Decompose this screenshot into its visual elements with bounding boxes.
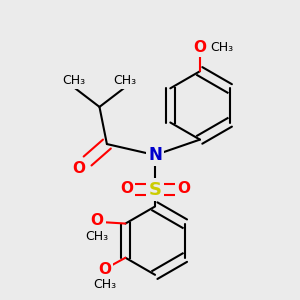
Text: O: O — [177, 181, 190, 196]
Text: CH₃: CH₃ — [86, 230, 109, 243]
Text: CH₃: CH₃ — [113, 74, 136, 87]
Text: N: N — [148, 146, 162, 164]
Text: O: O — [91, 213, 104, 228]
Text: CH₃: CH₃ — [93, 278, 116, 291]
Text: S: S — [148, 181, 162, 199]
Text: CH₃: CH₃ — [211, 41, 234, 54]
Text: O: O — [194, 40, 206, 55]
Text: O: O — [72, 161, 85, 176]
Text: O: O — [98, 262, 111, 277]
Text: O: O — [120, 181, 133, 196]
Text: CH₃: CH₃ — [63, 74, 86, 87]
